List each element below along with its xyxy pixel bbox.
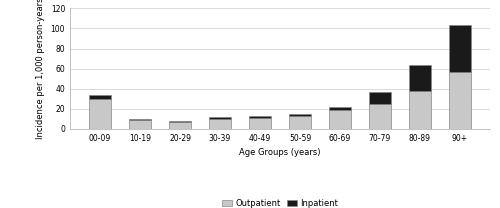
Bar — [169, 122, 191, 129]
Bar — [289, 116, 311, 129]
Bar — [369, 104, 391, 129]
Bar — [409, 65, 431, 91]
Bar — [249, 116, 271, 118]
Bar — [209, 117, 231, 119]
Bar — [129, 120, 151, 129]
Bar — [89, 95, 111, 99]
Bar — [209, 119, 231, 129]
X-axis label: Age Groups (years): Age Groups (years) — [240, 148, 321, 157]
Legend: Outpatient, Inpatient: Outpatient, Inpatient — [218, 196, 342, 208]
Bar — [169, 121, 191, 122]
Bar — [449, 72, 471, 129]
Bar — [369, 92, 391, 104]
Bar — [289, 114, 311, 116]
Bar — [89, 99, 111, 129]
Bar — [329, 110, 351, 129]
Y-axis label: Incidence per 1,000 person-years: Incidence per 1,000 person-years — [36, 0, 45, 139]
Bar — [449, 25, 471, 72]
Bar — [329, 107, 351, 110]
Bar — [249, 118, 271, 129]
Bar — [129, 119, 151, 120]
Bar — [409, 91, 431, 129]
